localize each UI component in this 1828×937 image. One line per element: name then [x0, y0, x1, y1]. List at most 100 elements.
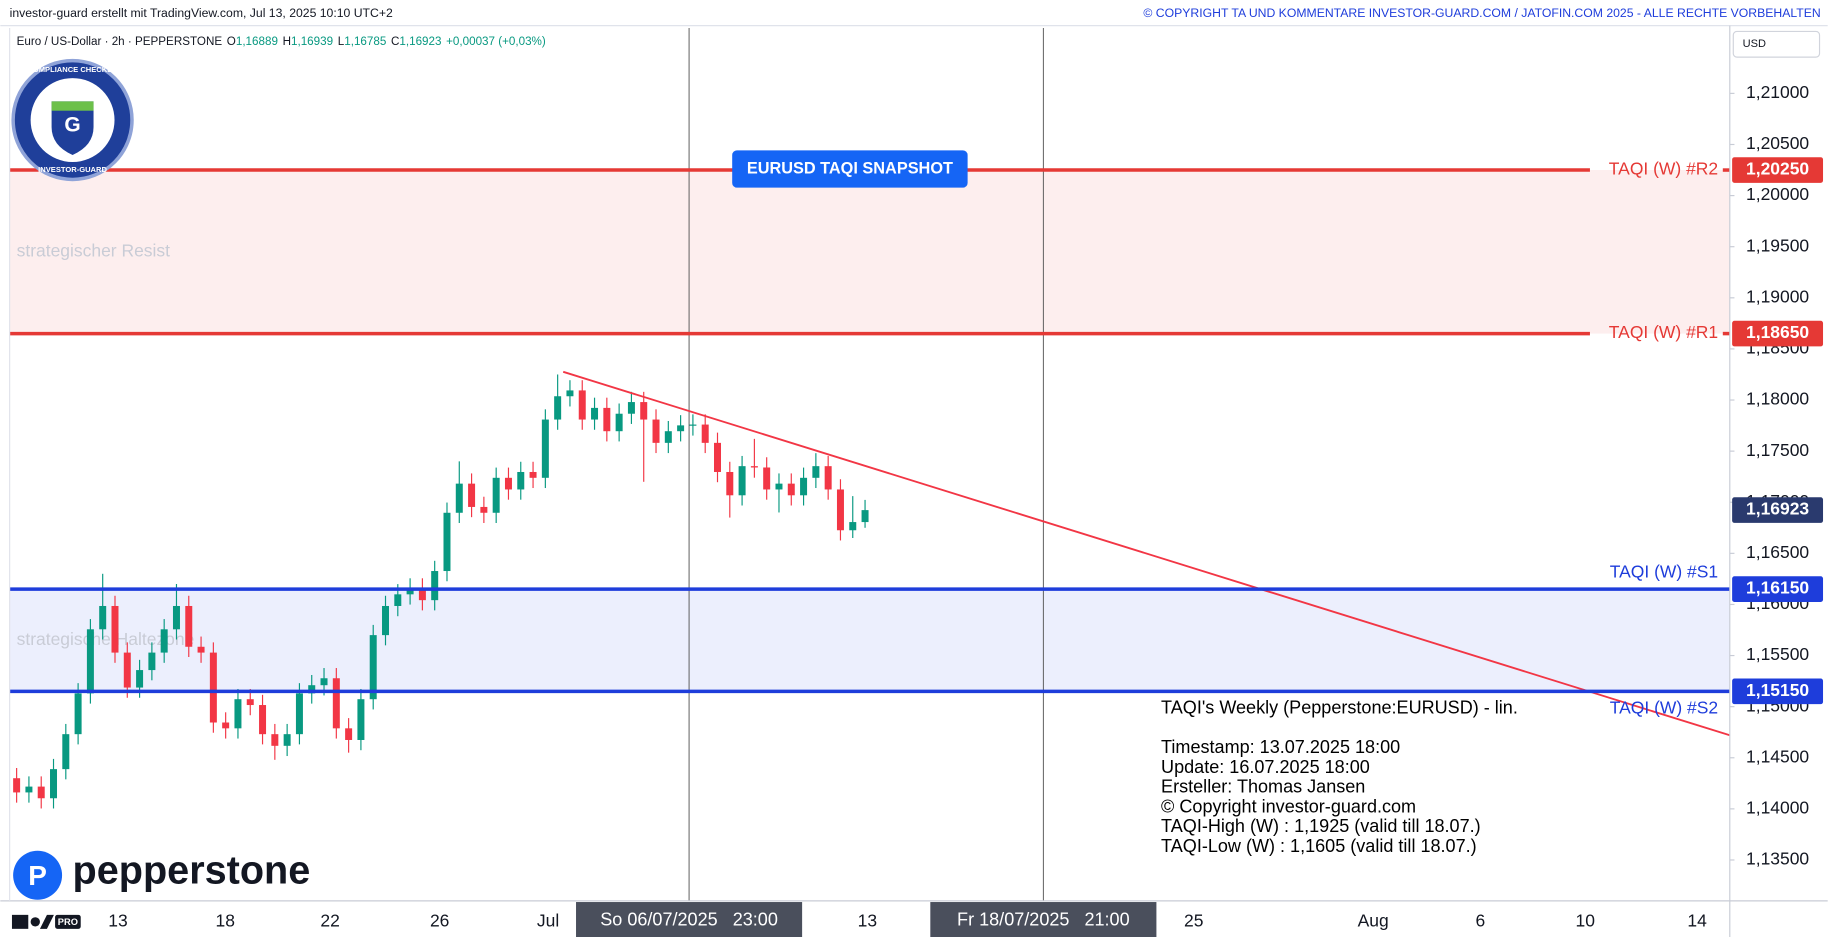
level-name: TAQI (W) #S2 — [1610, 697, 1718, 717]
crosshair-date-box — [576, 902, 803, 937]
candle-body — [62, 734, 70, 770]
badge-bottom-text: INVESTOR-GUARD — [38, 165, 107, 174]
zone — [9, 170, 1730, 334]
candle-body — [677, 425, 685, 432]
x-tick-label: Jul — [537, 910, 559, 930]
broker-logo-letter: P — [28, 860, 47, 891]
compliance-badge: G COMPLIANCE CHECKED INVESTOR-GUARD — [11, 58, 134, 182]
y-tick-label: 1,20000 — [1746, 184, 1809, 204]
candle-body — [615, 413, 623, 432]
candle-body — [382, 605, 390, 636]
candle-body — [431, 571, 439, 601]
candle-body — [283, 734, 291, 746]
level-price-label: 1,16150 — [1746, 578, 1809, 598]
candle-body — [689, 424, 697, 426]
legend-item: O — [227, 35, 236, 48]
zones: strategischer Resist strategische Haltezo… — [9, 170, 1730, 692]
candle-body — [701, 424, 709, 443]
candle-body — [234, 699, 242, 729]
candle-body — [578, 390, 586, 420]
candle-body — [369, 635, 377, 700]
snapshot-button-label[interactable]: EURUSD TAQI SNAPSHOT — [747, 159, 953, 177]
candle-body — [504, 477, 512, 490]
badge-shield-top — [51, 101, 94, 111]
candle-body — [86, 629, 94, 694]
header-right: © COPYRIGHT TA UND KOMMENTARE INVESTOR-G… — [1143, 6, 1820, 20]
candle-body — [443, 512, 451, 572]
tv-logo-part — [30, 917, 40, 927]
candle-body — [750, 466, 758, 468]
tv-logo-pro — [55, 914, 81, 929]
tv-logo-pro-text: PRO — [58, 917, 78, 927]
candle-body — [209, 652, 217, 723]
badge-shield — [51, 101, 94, 156]
zone-label: strategischer Resist — [17, 240, 171, 260]
candle-body — [726, 471, 734, 496]
y-tick-label: 1,15500 — [1746, 644, 1809, 664]
candle-body — [861, 510, 869, 523]
candle-body — [406, 588, 414, 595]
y-tick-label: 1,18000 — [1746, 389, 1809, 409]
legend-item: 1,16889 — [236, 35, 278, 48]
candle-body — [517, 471, 525, 490]
info-line: Update: 16.07.2025 18:00 — [1161, 757, 1370, 777]
legend-item: H — [283, 35, 291, 48]
candle-body — [259, 705, 267, 735]
candle-body — [74, 693, 82, 735]
candle-body — [295, 693, 303, 735]
zone-label: strategische Haltezone — [17, 629, 195, 649]
level-price-label: 1,20250 — [1746, 159, 1809, 179]
candle-body — [824, 466, 832, 490]
candle-body — [591, 407, 599, 420]
candle-body — [357, 699, 365, 740]
candle-body — [13, 778, 21, 793]
level-price-box — [1732, 320, 1824, 347]
candle-body — [25, 786, 33, 793]
info-line: Timestamp: 13.07.2025 18:00 — [1161, 737, 1400, 757]
currency: USD — [1743, 38, 1766, 50]
info-line: © Copyright investor-guard.com — [1161, 796, 1416, 816]
y-tick-label: 1,17500 — [1746, 440, 1809, 460]
candle-body — [714, 442, 721, 472]
candle-body — [123, 652, 131, 688]
candle-body — [160, 629, 168, 653]
x-tick-label: 14 — [1687, 910, 1707, 930]
info-line: Ersteller: Thomas Jansen — [1161, 777, 1365, 797]
y-tick-label: 1,14500 — [1746, 746, 1809, 766]
x-tick-label: 22 — [320, 910, 339, 930]
candle-body — [468, 483, 476, 507]
candle-body — [222, 722, 230, 729]
x-tick-label: 13 — [858, 910, 877, 930]
broker-logo-mark — [13, 850, 63, 900]
x-tick-label: 13 — [108, 910, 127, 930]
y-tick-label: 1,13500 — [1746, 849, 1809, 869]
candle-body — [664, 431, 672, 443]
y-tick-label: 1,16500 — [1746, 542, 1809, 562]
candle-body — [480, 506, 488, 513]
level-price-box — [1732, 576, 1824, 602]
candle-body — [308, 685, 316, 694]
tv-logo-part — [39, 914, 54, 929]
trendline — [562, 370, 1731, 737]
header-left: investor-guard erstellt mit TradingView.… — [10, 6, 393, 20]
candles — [13, 374, 869, 809]
candle-body — [541, 419, 549, 478]
level-name: TAQI (W) #R2 — [1609, 159, 1718, 179]
last-price-box — [1732, 497, 1824, 523]
currency-box — [1732, 30, 1821, 58]
y-tick-label: 1,21000 — [1746, 82, 1809, 102]
tv-logo-part — [11, 914, 29, 929]
candle-body — [836, 489, 844, 531]
candle-body — [394, 594, 402, 606]
snapshot-button[interactable] — [732, 150, 968, 188]
candle-body — [738, 466, 746, 496]
broker-logo-text: pepperstone — [73, 848, 311, 892]
candle-body — [849, 522, 857, 531]
legend-item: +0,00037 (+0,03%) — [446, 35, 546, 48]
info-line: TAQI-High (W) : 1,1925 (valid till 18.07… — [1161, 816, 1481, 836]
candle-body — [320, 678, 328, 686]
crosshair-date-box — [930, 902, 1157, 937]
candle-body — [787, 483, 795, 496]
x-tick-label: 18 — [216, 910, 235, 930]
level-price-label: 1,15150 — [1746, 680, 1809, 700]
